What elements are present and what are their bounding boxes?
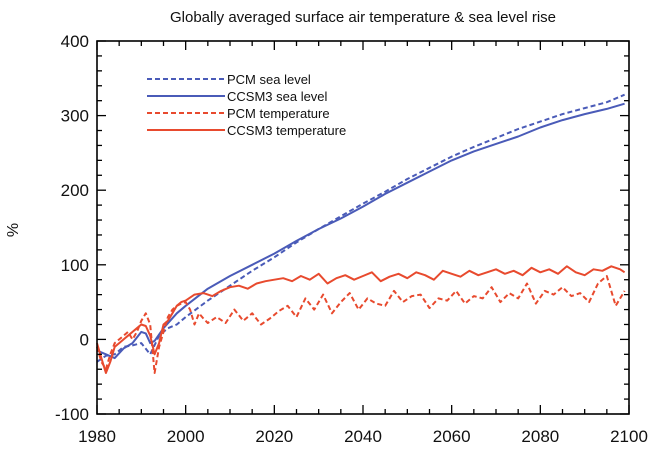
x-tick-label: 2060 <box>433 427 471 446</box>
legend-label: PCM temperature <box>227 106 330 121</box>
legend-label: PCM sea level <box>227 72 311 87</box>
chart-title: Globally averaged surface air temperatur… <box>170 9 556 26</box>
legend-label: CCSM3 temperature <box>227 123 346 138</box>
x-tick-label: 2100 <box>610 427 648 446</box>
legend: PCM sea level CCSM3 sea level PCM temperat… <box>145 70 375 143</box>
series-line-pcm-sea-level <box>96 93 625 363</box>
x-tick-label: 2000 <box>167 427 205 446</box>
x-tick-label: 2040 <box>344 427 382 446</box>
y-axis-label: % <box>5 223 22 237</box>
x-tick-label: 2020 <box>255 427 293 446</box>
y-tick-label: 100 <box>61 256 89 275</box>
x-tick-label: 2080 <box>521 427 559 446</box>
series-layer <box>96 93 626 374</box>
series-line-pcm-temperature <box>96 275 626 374</box>
y-tick-label: -100 <box>55 405 89 424</box>
x-tick-label: 1980 <box>78 427 116 446</box>
y-tick-label: 300 <box>61 107 89 126</box>
legend-label: CCSM3 sea level <box>227 89 328 104</box>
axis-layer: -100 0 100 200 300 400 1980 2000 2020 2040 2060 208… <box>55 32 648 446</box>
series-line-ccsm3-temperature <box>96 265 626 374</box>
y-tick-label: 200 <box>61 181 89 200</box>
series-line-ccsm3-sea-level <box>96 102 625 360</box>
y-tick-label: 0 <box>80 330 89 349</box>
y-tick-label: 400 <box>61 32 89 51</box>
